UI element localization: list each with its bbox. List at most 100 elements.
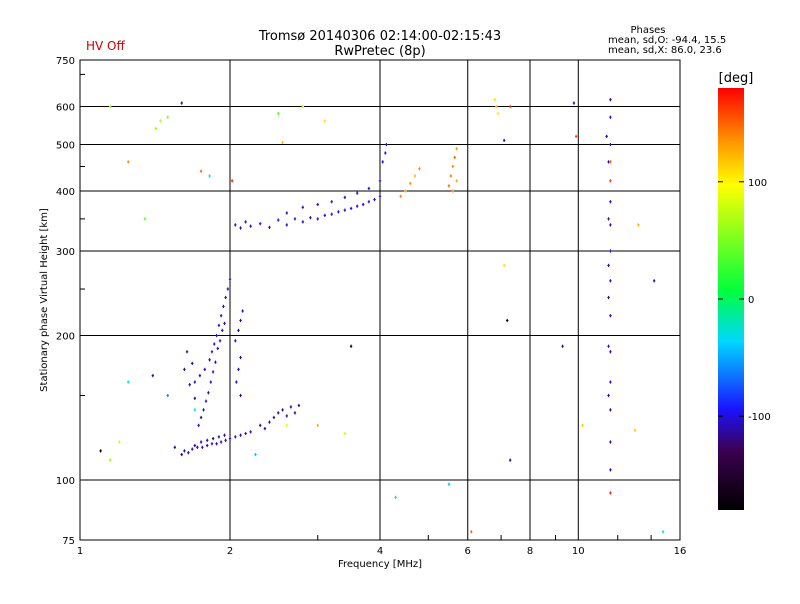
data-point bbox=[607, 393, 610, 398]
data-point bbox=[249, 224, 252, 228]
data-point bbox=[373, 197, 376, 202]
data-point bbox=[193, 443, 197, 448]
data-point bbox=[453, 155, 456, 160]
data-point bbox=[183, 449, 186, 453]
data-point bbox=[361, 202, 365, 207]
data-point bbox=[207, 391, 210, 395]
data-point bbox=[355, 204, 359, 208]
x-tick-label: 8 bbox=[527, 546, 533, 557]
data-point bbox=[394, 495, 397, 500]
data-point bbox=[609, 115, 612, 119]
y-tick-label: 750 bbox=[56, 56, 75, 67]
plot-grid bbox=[80, 60, 680, 540]
data-point bbox=[241, 309, 244, 313]
data-point bbox=[199, 440, 203, 444]
data-point bbox=[281, 140, 284, 145]
data-point bbox=[502, 263, 506, 267]
data-point bbox=[609, 179, 612, 183]
data-point bbox=[219, 440, 223, 444]
data-point bbox=[230, 179, 234, 183]
y-tick-label: 500 bbox=[56, 141, 75, 152]
data-point bbox=[277, 111, 280, 116]
data-point bbox=[259, 222, 262, 226]
data-point bbox=[609, 491, 612, 495]
data-point bbox=[223, 321, 226, 325]
data-point bbox=[316, 423, 319, 427]
data-point bbox=[607, 217, 610, 221]
data-point bbox=[323, 213, 327, 217]
data-point bbox=[633, 428, 637, 432]
data-point bbox=[409, 181, 412, 185]
data-point bbox=[399, 194, 402, 198]
x-tick-label: 16 bbox=[674, 546, 687, 557]
data-point bbox=[219, 314, 223, 318]
data-point bbox=[413, 174, 417, 178]
data-point bbox=[349, 206, 353, 211]
data-point bbox=[213, 342, 216, 346]
data-point bbox=[451, 164, 455, 169]
y-axis-ticks: 75 100 200 300 400 500 600 750 bbox=[56, 56, 85, 547]
x-axis-ticks: 1 2 4 6 8 10 16 bbox=[77, 535, 687, 557]
data-point bbox=[316, 202, 319, 207]
data-point bbox=[180, 101, 183, 105]
data-point bbox=[196, 445, 199, 449]
data-point bbox=[609, 98, 612, 102]
x-tick-label: 6 bbox=[465, 546, 471, 557]
data-point bbox=[277, 218, 280, 222]
data-point bbox=[180, 452, 183, 457]
data-point bbox=[211, 370, 215, 374]
data-point bbox=[205, 443, 209, 448]
data-point bbox=[285, 211, 288, 215]
data-point bbox=[118, 440, 121, 444]
data-point bbox=[191, 361, 194, 365]
data-point bbox=[495, 104, 498, 109]
data-point bbox=[367, 186, 371, 191]
data-point bbox=[263, 426, 267, 431]
data-point bbox=[337, 210, 340, 214]
plot-frame bbox=[79, 59, 681, 541]
data-point bbox=[239, 226, 242, 230]
data-point bbox=[187, 451, 190, 455]
hv-status-label: HV Off bbox=[86, 39, 125, 53]
data-point bbox=[272, 415, 276, 420]
data-point bbox=[384, 151, 387, 155]
colorbar-ticks: 100 0 -100 bbox=[718, 178, 771, 423]
data-point bbox=[508, 104, 512, 109]
chart-subtitle: RwPretec (8p) bbox=[334, 44, 425, 59]
data-point bbox=[154, 126, 158, 131]
y-tick-label: 600 bbox=[56, 103, 75, 114]
data-point bbox=[237, 328, 240, 332]
data-point bbox=[226, 287, 230, 291]
data-point bbox=[297, 403, 301, 408]
data-point bbox=[234, 223, 237, 227]
data-point bbox=[661, 530, 665, 534]
data-point bbox=[316, 217, 319, 221]
data-point bbox=[224, 295, 227, 300]
data-point bbox=[505, 318, 509, 323]
data-point bbox=[652, 279, 656, 283]
data-point bbox=[385, 142, 388, 147]
data-point bbox=[277, 411, 280, 415]
data-point bbox=[609, 249, 612, 253]
data-point bbox=[309, 216, 312, 220]
data-point bbox=[343, 431, 347, 436]
data-point bbox=[367, 200, 371, 204]
data-point bbox=[301, 104, 305, 109]
data-point bbox=[609, 468, 612, 472]
data-point bbox=[237, 367, 240, 372]
data-point bbox=[214, 360, 217, 364]
data-point bbox=[609, 350, 612, 354]
data-point bbox=[239, 393, 242, 398]
data-point bbox=[607, 295, 610, 300]
data-point bbox=[607, 263, 610, 267]
data-point bbox=[609, 314, 612, 318]
data-point bbox=[199, 415, 203, 420]
y-tick-label: 75 bbox=[62, 536, 75, 547]
data-point bbox=[502, 138, 506, 142]
data-point bbox=[215, 333, 218, 338]
data-point bbox=[199, 169, 203, 173]
data-point bbox=[166, 393, 169, 398]
data-point bbox=[216, 346, 219, 351]
data-point bbox=[496, 111, 500, 116]
data-point bbox=[185, 350, 189, 354]
